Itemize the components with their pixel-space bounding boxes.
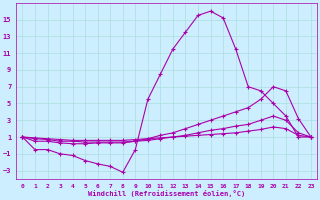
X-axis label: Windchill (Refroidissement éolien,°C): Windchill (Refroidissement éolien,°C) (88, 190, 245, 197)
